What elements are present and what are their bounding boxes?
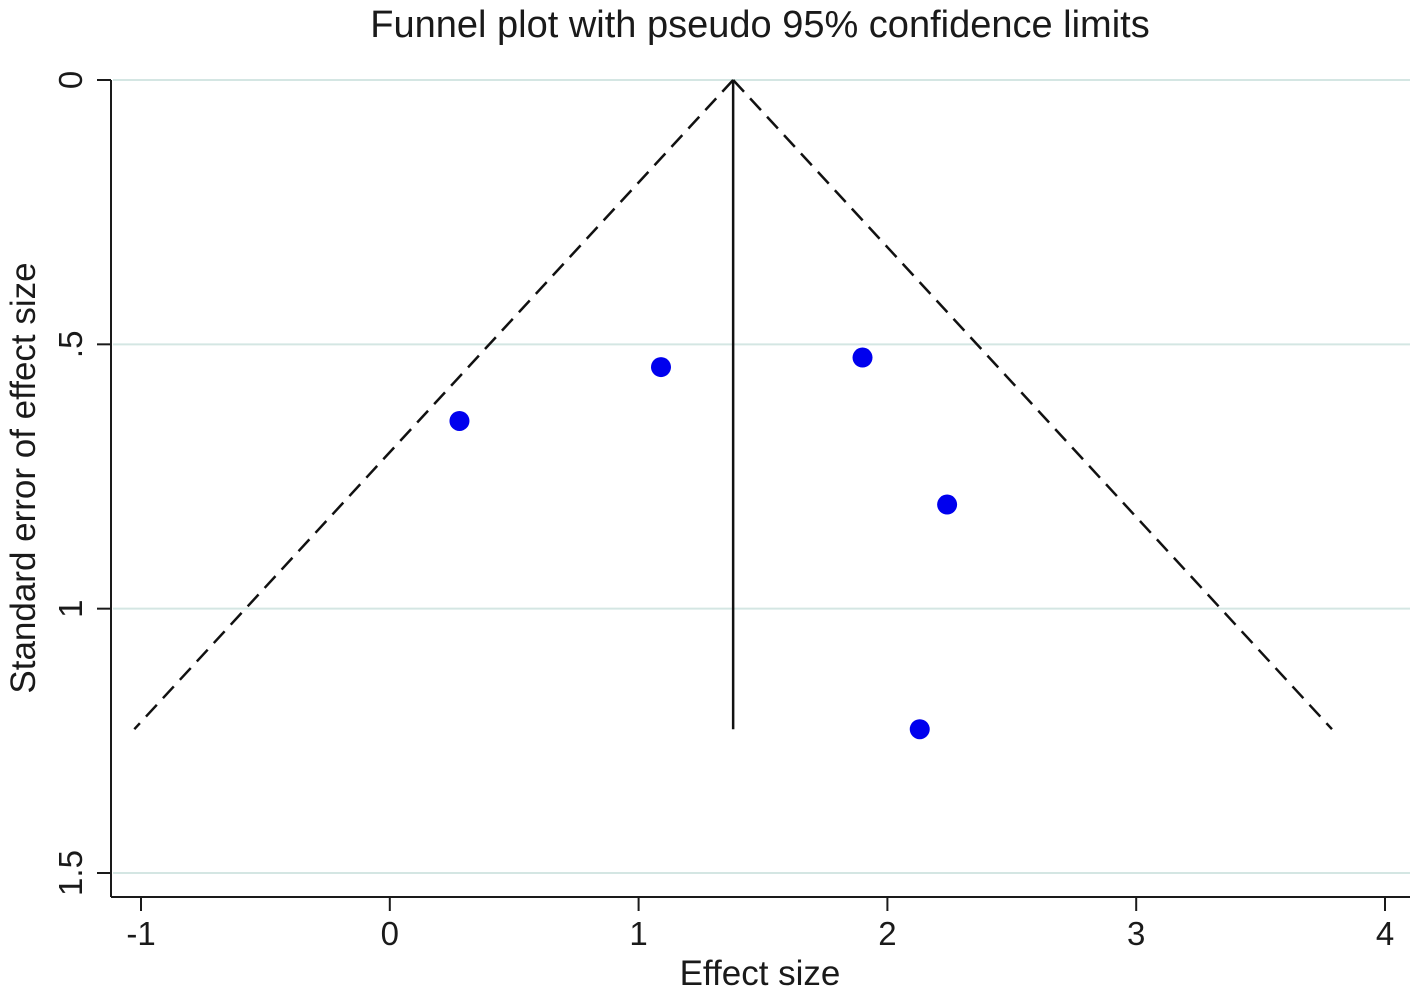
upper-confidence-limit [732,79,1333,731]
study-point [650,357,671,378]
lower-confidence-limit [133,79,735,731]
ticks: 0 .5 1 1.5 -1 0 1 2 3 4 [52,71,1394,952]
funnel-lines [133,79,1333,731]
axes [110,80,1410,898]
y-tick-label: 1 [52,599,89,617]
y-axis-label: Standard error of effect size [4,262,43,693]
x-tick-label: 3 [1127,915,1145,952]
study-points [449,347,958,740]
y-tick-label: 1.5 [52,850,89,896]
x-tick-label: -1 [126,915,155,952]
x-axis-label: Effect size [680,954,841,993]
x-tick-label: 2 [878,915,896,952]
study-point [852,347,873,368]
y-tick-label: 0 [52,71,89,89]
x-tick-label: 1 [629,915,647,952]
x-tick-label: 0 [381,915,399,952]
x-tick-label: 4 [1376,915,1394,952]
y-tick-label: .5 [52,331,89,359]
study-point [937,494,958,515]
study-point [449,410,470,431]
grid-lines [113,79,1410,874]
study-point [909,719,930,740]
chart-title: Funnel plot with pseudo 95% confidence l… [370,4,1149,46]
